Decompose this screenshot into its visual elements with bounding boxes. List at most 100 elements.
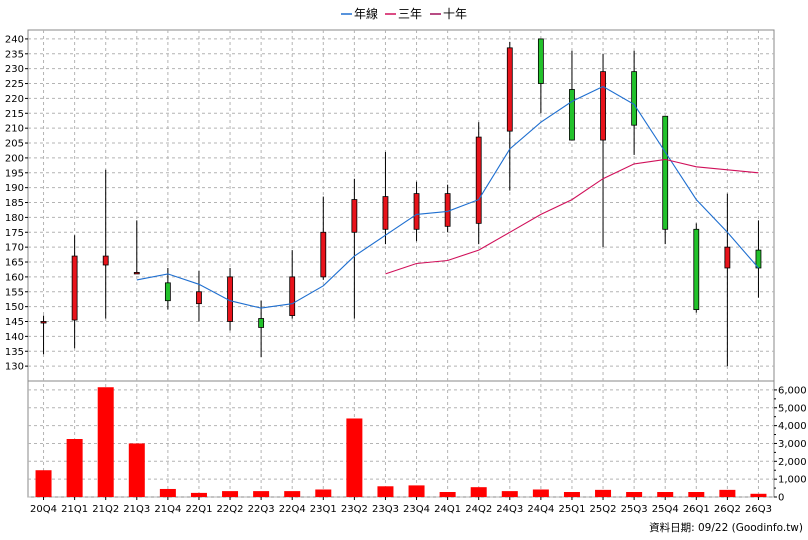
volume-bar (439, 492, 456, 497)
volume-bar (532, 489, 549, 497)
price-tick-label: 220 (5, 94, 24, 105)
candle-body (102, 255, 109, 266)
x-tick-label: 25Q3 (621, 504, 648, 515)
x-tick-label: 20Q4 (30, 504, 57, 515)
candle-body (475, 136, 482, 224)
volume-tick-label: 3,000 (778, 439, 807, 450)
candle-body (569, 89, 575, 141)
candle-body (382, 196, 389, 230)
x-tick-label: 22Q2 (217, 504, 244, 515)
price-tick-label: 165 (5, 258, 24, 269)
price-tick-label: 145 (5, 317, 24, 328)
price-tick-label: 190 (5, 183, 24, 194)
legend: 年線 三年 十年 (341, 6, 467, 21)
price-tick-label: 150 (5, 302, 24, 313)
volume-tick-label: 2,000 (778, 457, 807, 468)
x-tick-label: 21Q2 (92, 504, 119, 515)
volume-bar (253, 491, 270, 497)
candlesticks (40, 38, 762, 367)
x-tick-label: 22Q1 (185, 504, 212, 515)
volume-bar (719, 489, 736, 497)
volume-bar (315, 489, 332, 497)
volume-bar (66, 439, 83, 497)
x-tick-label: 23Q3 (372, 504, 399, 515)
candle-body (631, 71, 638, 126)
candle-body (133, 272, 140, 275)
volume-bars (35, 387, 767, 497)
x-tick-label: 23Q1 (310, 504, 337, 515)
volume-bar (377, 486, 394, 497)
candle-body (600, 71, 606, 141)
x-tick-label: 24Q2 (465, 504, 492, 515)
volume-bar (346, 418, 363, 497)
candle-body (40, 321, 47, 324)
price-tick-label: 185 (5, 198, 24, 209)
candle-body (724, 246, 731, 269)
candle-body (71, 255, 78, 321)
price-tick-label: 225 (5, 79, 24, 90)
candle-body (537, 38, 544, 84)
price-tick-label: 200 (5, 153, 24, 164)
price-tick-label: 160 (5, 272, 24, 283)
legend-label-ma-year: 年線 (354, 6, 378, 21)
candle-body (693, 228, 700, 311)
price-tick-label: 175 (5, 228, 24, 239)
candle-body (444, 193, 451, 227)
candle-body (196, 291, 202, 305)
volume-bar (470, 487, 487, 497)
price-tick-label: 210 (5, 124, 24, 135)
volume-tick-label: 5,000 (778, 403, 807, 414)
volume-bar (595, 489, 612, 497)
price-tick-label: 180 (5, 213, 24, 224)
volume-bar (222, 491, 239, 497)
volume-tick-label: 1,000 (778, 475, 807, 486)
volume-bar (284, 491, 301, 497)
volume-bar (657, 492, 674, 497)
candle-body (662, 115, 669, 230)
volume-bar (563, 492, 580, 497)
x-tick-label: 25Q2 (590, 504, 617, 515)
x-tick-label: 23Q2 (341, 504, 368, 515)
price-tick-label: 235 (5, 49, 24, 60)
x-tick-label: 24Q1 (434, 504, 461, 515)
price-tick-label: 135 (5, 347, 24, 358)
x-tick-label: 26Q1 (683, 504, 710, 515)
x-tick-label: 24Q4 (527, 504, 554, 515)
volume-bar (190, 492, 207, 497)
candle-body (164, 282, 171, 302)
x-tick-label: 22Q3 (248, 504, 275, 515)
price-axis: 130 135 140 145 150 155 160 165 170 175 180 185 190 1… (5, 34, 28, 373)
grid-lines (28, 30, 774, 498)
volume-bar (750, 493, 767, 497)
legend-label-ma-3year: 三年 (398, 7, 422, 21)
volume-bar (97, 387, 114, 497)
footer-source: 資料日期: 09/22 (Goodinfo.tw) (649, 521, 803, 534)
x-tick-label: 26Q3 (745, 504, 772, 515)
x-tick-label: 25Q1 (558, 504, 585, 515)
x-tick-label: 26Q2 (714, 504, 741, 515)
volume-tick-label: 6,000 (778, 385, 807, 396)
volume-bar (408, 485, 425, 497)
candle-body (289, 276, 296, 316)
moving-average-lines (136, 85, 759, 309)
price-tick-label: 195 (5, 168, 24, 179)
ma-year-line (136, 85, 759, 309)
legend-label-ma-10year: 十年 (443, 7, 467, 21)
volume-bar (159, 488, 176, 497)
x-tick-label: 21Q3 (123, 504, 150, 515)
price-tick-label: 240 (5, 34, 24, 45)
candle-body (258, 318, 265, 328)
x-tick-label: 21Q4 (154, 504, 181, 515)
volume-bar (626, 492, 643, 497)
price-tick-label: 205 (5, 139, 24, 150)
x-tick-label: 25Q4 (652, 504, 679, 515)
x-tick-label: 21Q1 (61, 504, 88, 515)
candle-body (413, 193, 420, 230)
volume-bar (128, 443, 145, 497)
candle-body (506, 47, 513, 132)
volume-axis: 0 1,000 2,000 3,000 4,000 5,000 6,000 (774, 385, 807, 504)
price-tick-label: 130 (5, 362, 24, 373)
x-axis: 20Q4 21Q1 21Q2 21Q3 21Q4 22Q1 22Q2 22Q3 22Q4 23Q1… (30, 497, 772, 515)
x-tick-label: 23Q4 (403, 504, 430, 515)
